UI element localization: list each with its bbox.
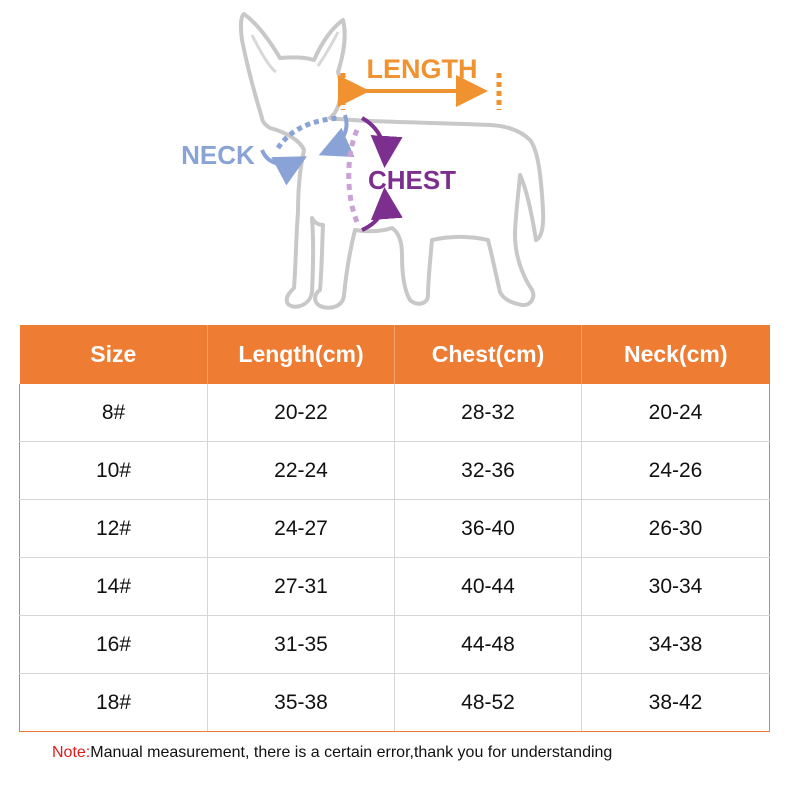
header-neck: Neck(cm) <box>581 325 770 384</box>
table-row: 18# 35-38 48-52 38-42 <box>19 673 770 732</box>
note-label: Note: <box>52 744 91 761</box>
size-chart-table: Size Length(cm) Chest(cm) Neck(cm) 8# 20… <box>19 325 770 732</box>
table-row: 14# 27-31 40-44 30-34 <box>19 557 770 616</box>
cell-neck: 26-30 <box>581 499 770 558</box>
cell-chest: 48-52 <box>394 673 582 732</box>
cell-neck: 38-42 <box>581 673 770 732</box>
cell-chest: 36-40 <box>394 499 582 558</box>
dog-diagram-svg: LENGTH NECK CHEST <box>181 12 546 310</box>
chest-dotted-line <box>346 128 360 223</box>
left-ear-inner <box>250 34 277 74</box>
chest-arrow-top <box>360 116 403 168</box>
cell-size: 10# <box>19 441 208 500</box>
header-length: Length(cm) <box>207 325 395 384</box>
measurement-note: Note:Manual measurement, there is a cert… <box>52 744 612 762</box>
neck-label: NECK <box>181 140 255 170</box>
cell-length: 27-31 <box>207 557 395 616</box>
cell-neck: 34-38 <box>581 615 770 674</box>
cell-neck: 24-26 <box>581 441 770 500</box>
dog-measurement-diagram: LENGTH NECK CHEST <box>0 0 800 320</box>
cell-chest: 40-44 <box>394 557 582 616</box>
cell-chest: 32-36 <box>394 441 582 500</box>
table-row: 12# 24-27 36-40 26-30 <box>19 499 770 558</box>
chest-label: CHEST <box>368 165 456 195</box>
note-text: Manual measurement, there is a certain e… <box>90 744 613 761</box>
cell-length: 35-38 <box>207 673 395 732</box>
table-row: 8# 20-22 28-32 20-24 <box>19 384 770 442</box>
cell-length: 24-27 <box>207 499 395 558</box>
header-size: Size <box>19 325 208 384</box>
cell-length: 20-22 <box>207 384 395 442</box>
neck-arrow-right <box>318 114 355 158</box>
table-row: 16# 31-35 44-48 34-38 <box>19 615 770 674</box>
cell-length: 22-24 <box>207 441 395 500</box>
cell-size: 8# <box>19 384 208 442</box>
cell-length: 31-35 <box>207 615 395 674</box>
cell-size: 18# <box>19 673 208 732</box>
header-chest: Chest(cm) <box>394 325 582 384</box>
cell-chest: 28-32 <box>394 384 582 442</box>
length-label: LENGTH <box>367 54 478 84</box>
neck-arrow-left <box>260 149 308 186</box>
neck-dotted-line <box>275 115 341 150</box>
cell-neck: 20-24 <box>581 384 770 442</box>
table-row: 10# 22-24 32-36 24-26 <box>19 441 770 500</box>
cell-size: 16# <box>19 615 208 674</box>
table-header-row: Size Length(cm) Chest(cm) Neck(cm) <box>19 325 770 384</box>
right-ear-inner <box>316 31 340 67</box>
chest-arrow-bottom <box>361 187 403 232</box>
cell-size: 12# <box>19 499 208 558</box>
cell-chest: 44-48 <box>394 615 582 674</box>
cell-size: 14# <box>19 557 208 616</box>
cell-neck: 30-34 <box>581 557 770 616</box>
